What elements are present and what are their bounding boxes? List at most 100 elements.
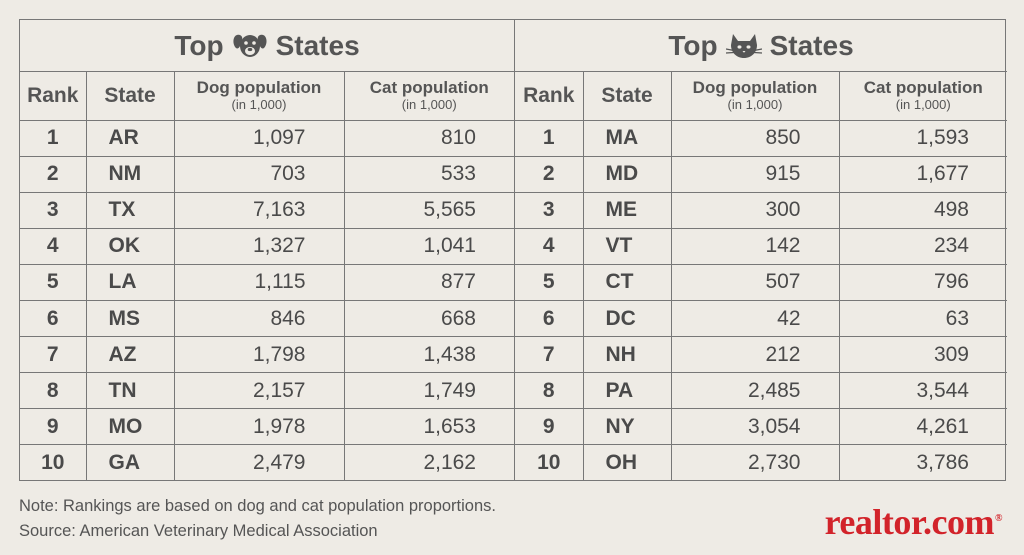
- dog-icon: [233, 34, 267, 57]
- note-text: Note: Rankings are based on dog and cat …: [19, 497, 496, 515]
- title-prefix: Top: [174, 29, 224, 61]
- dog-cell: 2,730: [671, 444, 840, 481]
- cat-cell: 309: [839, 336, 1007, 374]
- dog-cell: 2,485: [671, 372, 840, 410]
- rank-cell: 4: [20, 228, 87, 265]
- state-cell: MA: [583, 120, 672, 157]
- table-row: 3 TX 7,163 5,565: [20, 192, 514, 229]
- state-cell: MD: [583, 156, 672, 193]
- table-row: 1 AR 1,097 810: [20, 120, 514, 157]
- cat-icon: [725, 33, 762, 58]
- cat-cell: 1,677: [839, 156, 1007, 193]
- dog-cell: 507: [671, 264, 840, 301]
- dog-cell: 7,163: [174, 192, 345, 229]
- dog-cell: 846: [174, 300, 345, 338]
- dog-cell: 1,097: [174, 120, 345, 157]
- rank-cell: 9: [515, 408, 584, 446]
- table-row: 7 NH 212 309: [515, 336, 1007, 374]
- rank-cell: 9: [20, 408, 87, 446]
- state-cell: MS: [86, 300, 175, 338]
- dog-cell: 3,054: [671, 408, 840, 446]
- rank-cell: 2: [515, 156, 584, 193]
- table-row: 4 OK 1,327 1,041: [20, 228, 514, 265]
- rank-cell: 3: [20, 192, 87, 229]
- table-row: 9 MO 1,978 1,653: [20, 408, 514, 446]
- registered-mark: ®: [995, 513, 1002, 524]
- cat-cell: 1,438: [344, 336, 514, 374]
- cat-cell: 1,749: [344, 372, 514, 410]
- cat-cell: 3,544: [839, 372, 1007, 410]
- dog-cell: 1,978: [174, 408, 345, 446]
- rank-cell: 10: [515, 444, 584, 481]
- cat-cell: 533: [344, 156, 514, 193]
- cat-cell: 1,593: [839, 120, 1007, 157]
- top-dog-states-title: Top States: [20, 20, 514, 72]
- dog-cell: 703: [174, 156, 345, 193]
- state-header: State: [86, 72, 175, 121]
- rank-cell: 5: [515, 264, 584, 301]
- dog-cell: 1,115: [174, 264, 345, 301]
- top-cat-states-table: Rank State Dog population (in 1,000) Cat…: [515, 72, 1007, 481]
- title-suffix: States: [769, 29, 854, 61]
- cat-cell: 796: [839, 264, 1007, 301]
- header-row: Rank State Dog population (in 1,000) Cat…: [515, 72, 1007, 121]
- top-cat-states-panel: Top States: [514, 20, 1007, 481]
- table-row: 10 GA 2,479 2,162: [20, 444, 514, 481]
- state-cell: ME: [583, 192, 672, 229]
- rank-cell: 8: [20, 372, 87, 410]
- cat-population-header: Cat population (in 1,000): [344, 72, 514, 121]
- rank-header: Rank: [20, 72, 87, 121]
- title-suffix: States: [275, 29, 360, 61]
- dog-cell: 2,479: [174, 444, 345, 481]
- cat-cell: 5,565: [344, 192, 514, 229]
- cat-cell: 234: [839, 228, 1007, 265]
- dog-cell: 42: [671, 300, 840, 338]
- dog-cell: 1,798: [174, 336, 345, 374]
- rank-cell: 6: [20, 300, 87, 338]
- source-text: Source: American Veterinary Medical Asso…: [19, 522, 378, 540]
- state-cell: TN: [86, 372, 175, 410]
- logo-text: realtor.com: [824, 502, 995, 542]
- cat-cell: 4,261: [839, 408, 1007, 446]
- top-dog-states-panel: Top States: [20, 20, 514, 481]
- dog-cell: 300: [671, 192, 840, 229]
- cat-cell: 2,162: [423, 451, 476, 475]
- table-row: 8 PA 2,485 3,544: [515, 372, 1007, 410]
- rank-cell: 3: [515, 192, 584, 229]
- table-row: 2 MD 915 1,677: [515, 156, 1007, 193]
- cat-cell: 3,786: [916, 451, 969, 475]
- state-cell: GA: [86, 444, 175, 481]
- state-cell: AZ: [86, 336, 175, 374]
- rank-cell: 6: [515, 300, 584, 338]
- cat-cell: 63: [839, 300, 1007, 338]
- cat-cell: 1,041: [344, 228, 514, 265]
- top-dog-states-table: Rank State Dog population (in 1,000) Cat…: [20, 72, 514, 481]
- rank-cell: 4: [515, 228, 584, 265]
- table-row: 6 MS 846 668: [20, 300, 514, 338]
- rank-cell: 7: [20, 336, 87, 374]
- rank-cell: 1: [515, 120, 584, 157]
- rank-cell: 2: [20, 156, 87, 193]
- dog-cell: 2,157: [174, 372, 345, 410]
- state-cell: VT: [583, 228, 672, 265]
- title-prefix: Top: [668, 29, 718, 61]
- table-row: 1 MA 850 1,593: [515, 120, 1007, 157]
- state-cell: CT: [583, 264, 672, 301]
- cat-cell: 877: [344, 264, 514, 301]
- table-row: 7 AZ 1,798 1,438: [20, 336, 514, 374]
- table-row: 5 LA 1,115 877: [20, 264, 514, 301]
- dog-population-header: Dog population (in 1,000): [671, 72, 840, 121]
- state-cell: OK: [86, 228, 175, 265]
- dog-cell: 142: [671, 228, 840, 265]
- state-cell: MO: [86, 408, 175, 446]
- state-header: State: [583, 72, 672, 121]
- dog-population-header: Dog population (in 1,000): [174, 72, 345, 121]
- cat-population-header: Cat population (in 1,000): [839, 72, 1007, 121]
- state-cell: LA: [86, 264, 175, 301]
- table-row: 6 DC 42 63: [515, 300, 1007, 338]
- state-cell: NY: [583, 408, 672, 446]
- top-cat-states-title: Top States: [515, 20, 1007, 72]
- table-row: 2 NM 703 533: [20, 156, 514, 193]
- dog-cell: 212: [671, 336, 840, 374]
- cat-cell: 498: [839, 192, 1007, 229]
